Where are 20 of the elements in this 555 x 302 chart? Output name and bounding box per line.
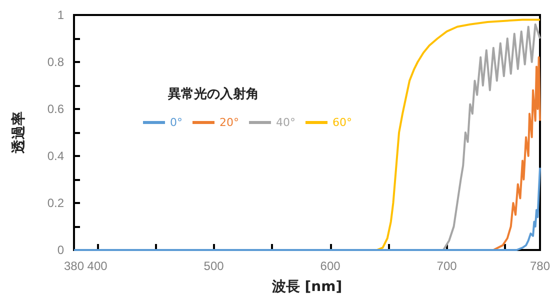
legend-label: 20°	[220, 116, 239, 129]
y-tick-label: 0.6	[47, 102, 64, 116]
x-tick-label: 400	[87, 259, 108, 273]
y-tick-label: 0.2	[47, 196, 64, 210]
y-tick-label: 0.4	[47, 149, 64, 163]
legend-label: 40°	[276, 116, 296, 129]
x-tick-label: 600	[320, 259, 341, 273]
y-axis-title: 透過率	[10, 112, 27, 154]
line-series	[73, 166, 541, 251]
x-axis-title: 波長 [nm]	[270, 279, 342, 295]
x-tick-label: 380	[64, 259, 84, 273]
y-tick-label: 0.8	[47, 55, 64, 69]
legend-label: 0°	[170, 116, 182, 129]
x-tick-label: 780	[530, 259, 550, 273]
x-tick-label: 500	[204, 259, 224, 273]
legend-title: 異常光の入射角	[167, 86, 259, 102]
y-tick-label: 1	[57, 8, 64, 22]
x-tick-label: 700	[436, 259, 458, 273]
y-tick-label: 0	[57, 243, 64, 257]
legend-label: 60°	[332, 116, 352, 129]
